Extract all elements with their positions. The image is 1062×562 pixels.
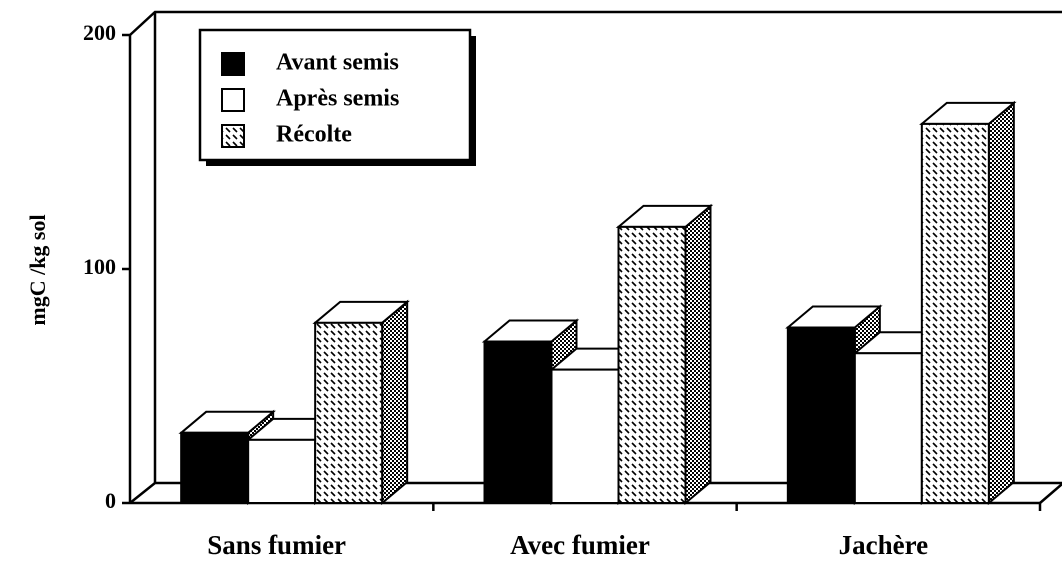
y-axis-label: mgC /kg sol (25, 214, 50, 325)
bar (247, 438, 317, 505)
bar (314, 321, 384, 504)
y-tick-label: 200 (83, 20, 116, 45)
bar (920, 122, 990, 504)
legend-swatch (221, 124, 245, 148)
x-tick-label: Jachère (839, 530, 928, 560)
legend-label: Récolte (276, 122, 352, 148)
y-tick-label: 0 (105, 488, 116, 513)
bar-side (684, 203, 712, 506)
bar (483, 340, 553, 505)
bar (853, 352, 923, 504)
bar (550, 368, 620, 504)
frame (129, 10, 1062, 504)
bar (617, 225, 687, 504)
floor-edge (1039, 483, 1062, 504)
legend-label: Avant semis (276, 50, 399, 76)
legend-swatch (221, 88, 245, 112)
x-tick-label: Sans fumier (207, 530, 346, 560)
bar (180, 431, 250, 504)
bar-side (381, 299, 409, 506)
bar-side (987, 100, 1015, 506)
x-tick-label: Avec fumier (510, 530, 650, 560)
legend-swatch (221, 52, 245, 76)
legend-label: Après semis (276, 86, 399, 112)
y-tick-label: 100 (83, 254, 116, 279)
bar (786, 326, 856, 504)
